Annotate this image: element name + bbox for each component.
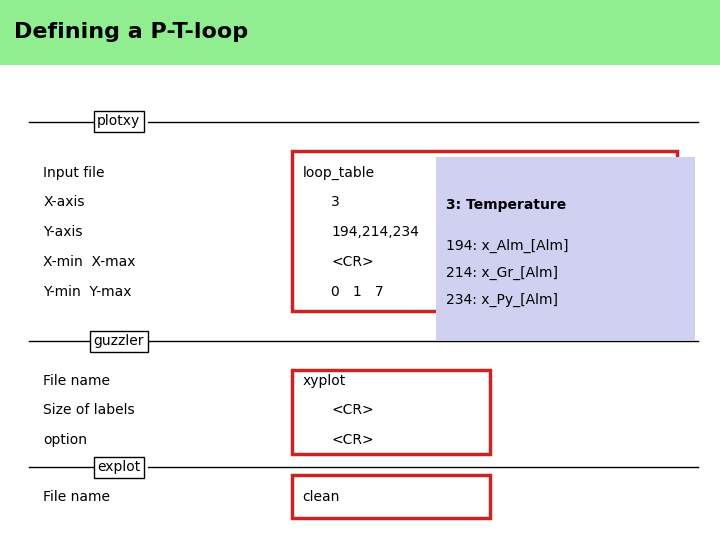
Text: 214: x_Gr_[Alm]: 214: x_Gr_[Alm] [446,266,559,280]
Text: X-min  X-max: X-min X-max [43,255,135,269]
Text: Defining a P-T-loop: Defining a P-T-loop [14,22,248,43]
FancyBboxPatch shape [292,475,490,518]
Text: 3: Temperature: 3: Temperature [446,198,567,212]
Text: 234: x_Py_[Alm]: 234: x_Py_[Alm] [446,293,559,307]
Text: Size of labels: Size of labels [43,403,135,417]
Text: loop_table: loop_table [302,166,374,180]
FancyBboxPatch shape [0,0,720,65]
Text: File name: File name [43,490,110,504]
Text: <CR>: <CR> [331,433,374,447]
Text: option: option [43,433,87,447]
Text: Y-min  Y-max: Y-min Y-max [43,285,132,299]
Text: <CR>: <CR> [331,433,374,447]
Text: clean: clean [302,490,340,504]
Text: 0   1   7: 0 1 7 [331,285,384,299]
Text: 3: 3 [331,195,340,210]
Text: Input file: Input file [43,166,104,180]
Text: File name: File name [43,374,110,388]
Text: plotxy: plotxy [97,114,140,129]
Text: 194,214,234: 194,214,234 [331,225,419,239]
Text: 3: 3 [331,195,340,210]
Text: <CR>: <CR> [331,255,374,269]
Text: <CR>: <CR> [331,403,374,417]
Text: 194: x_Alm_[Alm]: 194: x_Alm_[Alm] [446,239,569,253]
FancyBboxPatch shape [436,157,695,340]
Text: X-axis: X-axis [43,195,85,210]
Text: <CR>: <CR> [331,403,374,417]
Text: guzzler: guzzler [94,334,144,348]
Text: xyplot: xyplot [302,374,346,388]
Text: xyplot: xyplot [302,374,346,388]
Text: 0   1   7: 0 1 7 [331,285,384,299]
Text: <CR>: <CR> [331,255,374,269]
FancyBboxPatch shape [292,151,677,310]
Text: 194,214,234: 194,214,234 [331,225,419,239]
Text: Y-axis: Y-axis [43,225,83,239]
Text: loop_table: loop_table [302,166,374,180]
Text: clean: clean [302,490,340,504]
FancyBboxPatch shape [292,370,490,454]
Text: explot: explot [97,460,140,474]
